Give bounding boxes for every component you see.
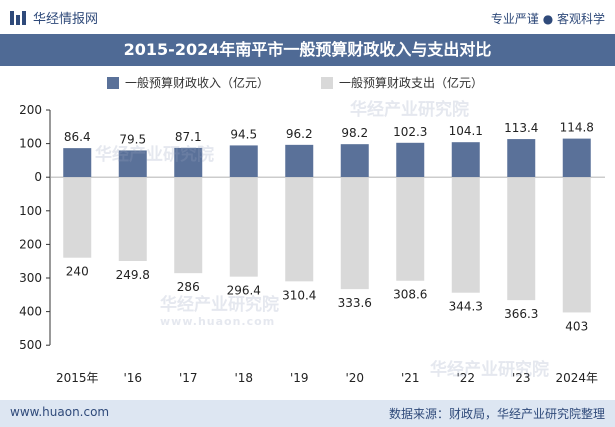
x-category-label: '23	[512, 371, 531, 385]
chart-title: 2015-2024年南平市一般预算财政收入与支出对比	[0, 34, 615, 66]
revenue-bar	[118, 150, 147, 178]
x-category-label: 2024年	[555, 371, 598, 385]
revenue-data-label: 114.8	[560, 121, 594, 135]
revenue-bar	[63, 148, 92, 178]
chart-legend: 一般预算财政收入（亿元） 一般预算财政支出（亿元）	[0, 74, 615, 94]
x-category-label: '21	[401, 371, 420, 385]
expenditure-bar	[562, 177, 591, 313]
bar-chart: 200 100 0 100 200 300 400 500 86.4 240 2015年 79.5 24…	[19, 103, 605, 385]
footer: www.huaon.com 数据来源：财政局，华经产业研究院整理	[0, 400, 615, 427]
legend-label-revenue: 一般预算财政收入（亿元）	[125, 76, 270, 90]
revenue-data-label: 113.4	[504, 121, 538, 135]
expenditure-data-label: 403	[565, 319, 588, 333]
expenditure-data-label: 249.8	[116, 268, 150, 282]
brand-name: 华经情报网	[33, 12, 99, 27]
expenditure-data-label: 296.4	[227, 284, 261, 298]
legend-item-revenue: 一般预算财政收入（亿元）	[107, 74, 269, 91]
footer-website: www.huaon.com	[10, 405, 110, 419]
expenditure-data-label: 344.3	[449, 300, 483, 314]
x-category-label: 2015年	[56, 371, 99, 385]
x-category-label: '22	[456, 371, 475, 385]
legend-item-expenditure: 一般预算财政支出（亿元）	[321, 74, 483, 91]
expenditure-data-label: 366.3	[504, 307, 538, 321]
revenue-data-label: 86.4	[64, 130, 91, 144]
revenue-bar	[507, 139, 536, 178]
expenditure-data-label: 308.6	[393, 288, 427, 302]
legend-swatch-expenditure	[321, 76, 333, 89]
tagline: 专业严谨 ● 客观科学	[490, 12, 605, 26]
expenditure-bar	[63, 177, 92, 258]
x-category-label: '17	[179, 371, 198, 385]
huajing-logo-icon	[10, 10, 26, 25]
y-tick-label: 100	[19, 137, 42, 151]
x-category-label: '16	[123, 371, 142, 385]
expenditure-bar	[118, 177, 147, 262]
revenue-data-label: 96.2	[286, 127, 313, 141]
legend-label-expenditure: 一般预算财政支出（亿元）	[339, 76, 484, 90]
revenue-data-label: 102.3	[393, 125, 427, 139]
expenditure-data-label: 240	[66, 265, 89, 279]
x-category-label: '19	[290, 371, 309, 385]
revenue-bar	[229, 145, 258, 178]
expenditure-bar	[340, 177, 369, 290]
revenue-data-label: 94.5	[230, 127, 257, 141]
revenue-data-label: 87.1	[175, 130, 202, 144]
revenue-bar	[451, 142, 480, 178]
expenditure-bar	[396, 177, 425, 281]
legend-swatch-revenue	[107, 76, 119, 89]
expenditure-bar	[285, 177, 314, 282]
revenue-bar	[396, 142, 425, 178]
revenue-data-label: 79.5	[119, 132, 146, 146]
brand-logo: 华经情报网	[9, 8, 98, 27]
revenue-data-label: 98.2	[341, 126, 368, 140]
y-tick-label: 200	[19, 103, 42, 117]
expenditure-bar	[451, 177, 480, 293]
expenditure-data-label: 310.4	[282, 288, 316, 302]
revenue-bar	[340, 144, 369, 178]
revenue-bar	[174, 147, 203, 178]
expenditure-bar	[507, 177, 536, 301]
x-category-label: '20	[345, 371, 364, 385]
revenue-bar	[562, 138, 591, 178]
y-tick-label: 200	[19, 237, 42, 251]
y-tick-label: 400	[19, 305, 42, 319]
revenue-bar	[285, 144, 314, 178]
expenditure-bar	[229, 177, 258, 277]
y-tick-label: 0	[34, 170, 42, 184]
y-tick-label: 100	[19, 204, 42, 218]
revenue-data-label: 104.1	[449, 124, 483, 138]
expenditure-data-label: 286	[177, 280, 200, 294]
y-tick-label: 500	[19, 338, 42, 352]
top-bar: 华经情报网 专业严谨 ● 客观科学	[0, 0, 615, 34]
y-tick-label: 300	[19, 271, 42, 285]
expenditure-bar	[174, 177, 203, 274]
expenditure-data-label: 333.6	[338, 296, 372, 310]
x-category-label: '18	[234, 371, 253, 385]
footer-source: 数据来源：财政局，华经产业研究院整理	[388, 407, 605, 421]
